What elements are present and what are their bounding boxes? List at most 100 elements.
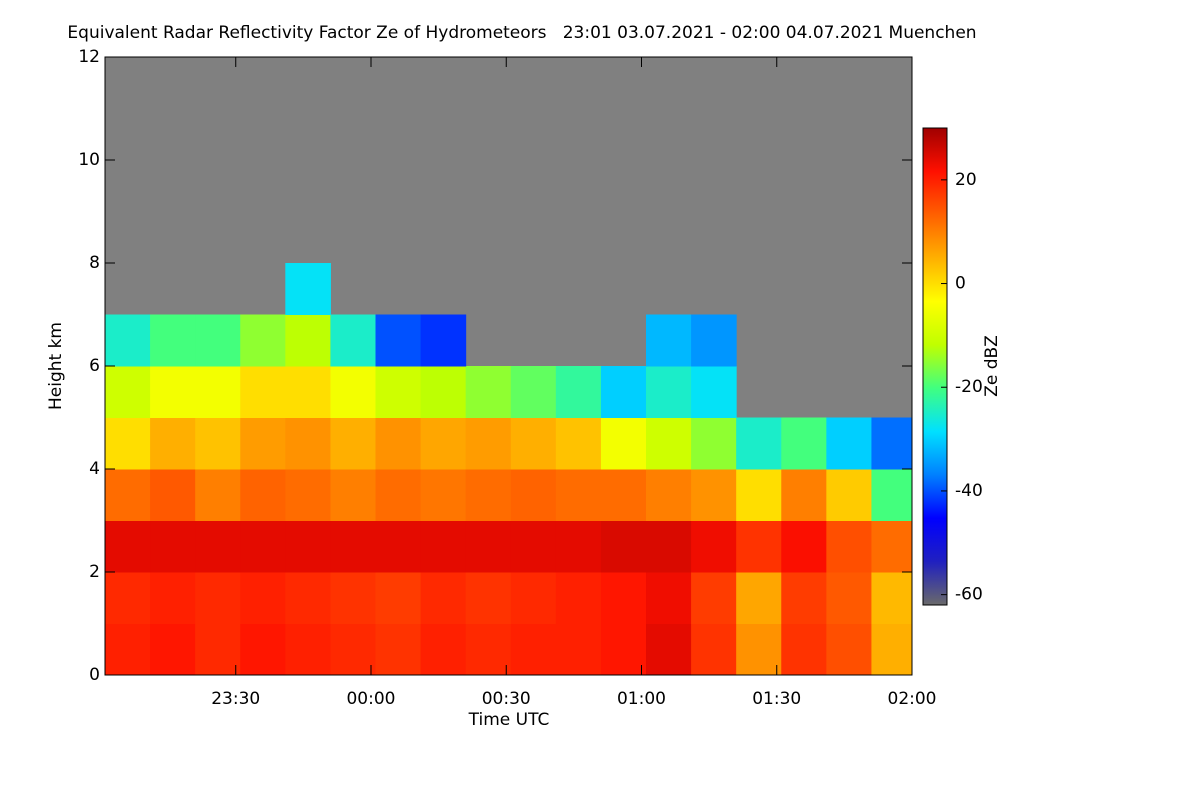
x-tick-label: 00:30 (482, 689, 531, 709)
cell (826, 520, 872, 573)
cell (240, 314, 286, 367)
cell (375, 366, 422, 418)
cell (285, 263, 331, 315)
colorbar-tick-label: -40 (955, 481, 983, 501)
x-tick-label: 02:00 (888, 689, 937, 709)
cell (600, 572, 647, 624)
cell (510, 469, 557, 521)
cell (285, 314, 331, 367)
cell (465, 520, 512, 573)
cell (781, 623, 827, 675)
cell (375, 623, 422, 675)
cell (420, 572, 467, 624)
cell (465, 623, 512, 675)
cell (691, 623, 737, 675)
cell (871, 572, 912, 624)
cell (240, 572, 286, 624)
cell (285, 520, 331, 573)
cell (555, 520, 602, 573)
cell (691, 572, 737, 624)
cell (465, 366, 512, 418)
y-tick-label: 2 (89, 562, 100, 582)
x-tick-label: 00:00 (346, 689, 395, 709)
cell (420, 366, 467, 418)
cell (285, 366, 331, 418)
cell (330, 314, 377, 367)
cell (871, 520, 912, 573)
chart-title: Equivalent Radar Reflectivity Factor Ze … (67, 23, 976, 43)
cell (510, 520, 557, 573)
cell (510, 366, 557, 418)
cell (150, 366, 196, 418)
colorbar (922, 127, 948, 606)
cell (195, 366, 241, 418)
colorbar-tick-label: -20 (955, 377, 983, 397)
colorbar-tick-label: 20 (955, 170, 977, 190)
cell (420, 314, 467, 367)
cell (781, 417, 827, 470)
cell (420, 623, 467, 675)
cell (420, 520, 467, 573)
cell (285, 417, 331, 470)
cell (150, 314, 196, 367)
cell (555, 572, 602, 624)
cell (736, 572, 782, 624)
cell (691, 366, 737, 418)
cell (826, 469, 872, 521)
cell (105, 314, 151, 367)
cell (150, 520, 196, 573)
cell (646, 623, 692, 675)
cell (781, 520, 827, 573)
cell (510, 417, 557, 470)
cell (510, 623, 557, 675)
cell (555, 469, 602, 521)
cell (330, 623, 377, 675)
cell (375, 469, 422, 521)
cell (105, 417, 151, 470)
cell (285, 469, 331, 521)
cell (105, 572, 151, 624)
cell (465, 572, 512, 624)
y-tick-label: 0 (89, 665, 100, 685)
cell (600, 520, 647, 573)
cell (330, 366, 377, 418)
x-tick-label: 23:30 (211, 689, 260, 709)
cell (285, 572, 331, 624)
cell (691, 314, 737, 367)
cell (510, 572, 557, 624)
cell (150, 469, 196, 521)
cell (330, 572, 377, 624)
cell (420, 469, 467, 521)
y-tick-label: 10 (78, 150, 100, 170)
cell (195, 469, 241, 521)
y-tick-label: 8 (89, 253, 100, 273)
cell (691, 417, 737, 470)
cell (871, 623, 912, 675)
cell (240, 623, 286, 675)
cell (375, 417, 422, 470)
cell (105, 520, 151, 573)
cell (150, 572, 196, 624)
cell (736, 469, 782, 521)
cell (105, 366, 151, 418)
cell (600, 623, 647, 675)
cell (736, 623, 782, 675)
y-tick-label: 4 (89, 459, 100, 479)
cell (330, 520, 377, 573)
y-tick-label: 6 (89, 356, 100, 376)
cell (736, 520, 782, 573)
cell (646, 520, 692, 573)
cell (465, 469, 512, 521)
cell (736, 417, 782, 470)
cell (600, 366, 647, 418)
cell (465, 417, 512, 470)
cell (871, 417, 912, 470)
cell (871, 469, 912, 521)
cell (105, 469, 151, 521)
cell (150, 623, 196, 675)
cell (240, 366, 286, 418)
cell (195, 572, 241, 624)
cell (420, 417, 467, 470)
cell (330, 469, 377, 521)
x-tick-label: 01:30 (752, 689, 801, 709)
